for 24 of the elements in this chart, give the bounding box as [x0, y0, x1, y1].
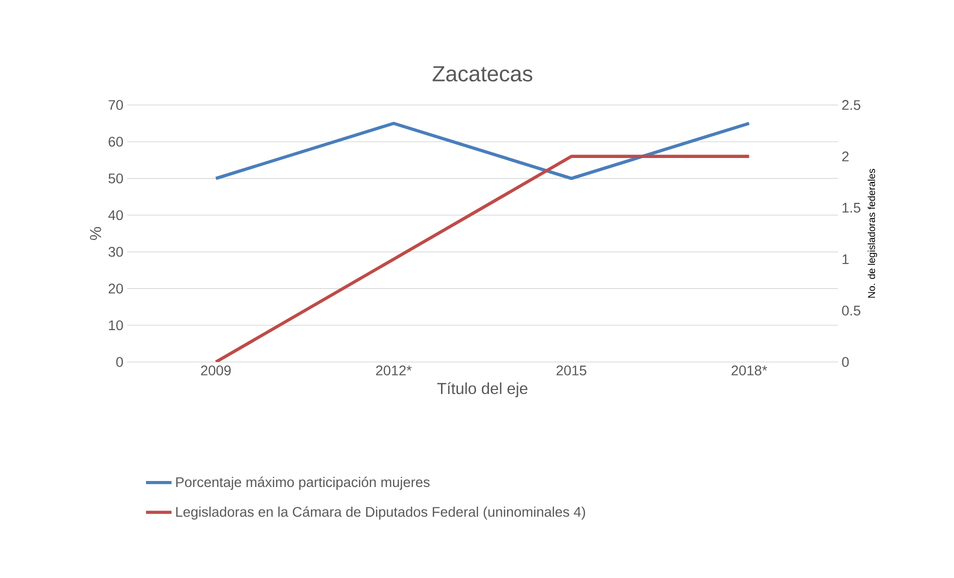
y2-axis-title: No. de legisladoras federales: [868, 168, 878, 298]
y2-tick-label: 2: [842, 152, 849, 162]
y2-tick-label: 1: [842, 254, 849, 264]
x-tick-label: 2018*: [732, 366, 768, 376]
y2-tick-label: 0: [842, 357, 849, 367]
y-axis-title: %: [90, 226, 102, 240]
y-tick-label: 20: [108, 284, 123, 294]
chart-title: Zacatecas: [432, 66, 532, 82]
legend-label: Legisladoras en la Cámara de Diputados Federal (uninominales 4): [176, 506, 586, 520]
y-tick-label: 40: [108, 210, 123, 220]
y-tick-label: 30: [108, 246, 123, 257]
y-tick-label: 70: [108, 100, 123, 110]
legend-label: Porcentaje máximo participación mujeres: [176, 476, 430, 490]
y2-tick-label: 0.5: [842, 306, 860, 316]
y-tick-label: 0: [116, 357, 123, 367]
x-tick-label: 2012*: [376, 366, 412, 376]
y-tick-label: 10: [109, 320, 123, 330]
y-tick-label: 50: [108, 173, 123, 184]
y-tick-label: 60: [108, 136, 123, 147]
y2-tick-label: 2.5: [842, 100, 860, 110]
y2-tick-label: 1.5: [842, 202, 860, 213]
x-tick-label: 2009: [201, 366, 231, 376]
x-axis-title: Título del eje: [437, 382, 528, 398]
x-tick-label: 2015: [556, 366, 586, 376]
